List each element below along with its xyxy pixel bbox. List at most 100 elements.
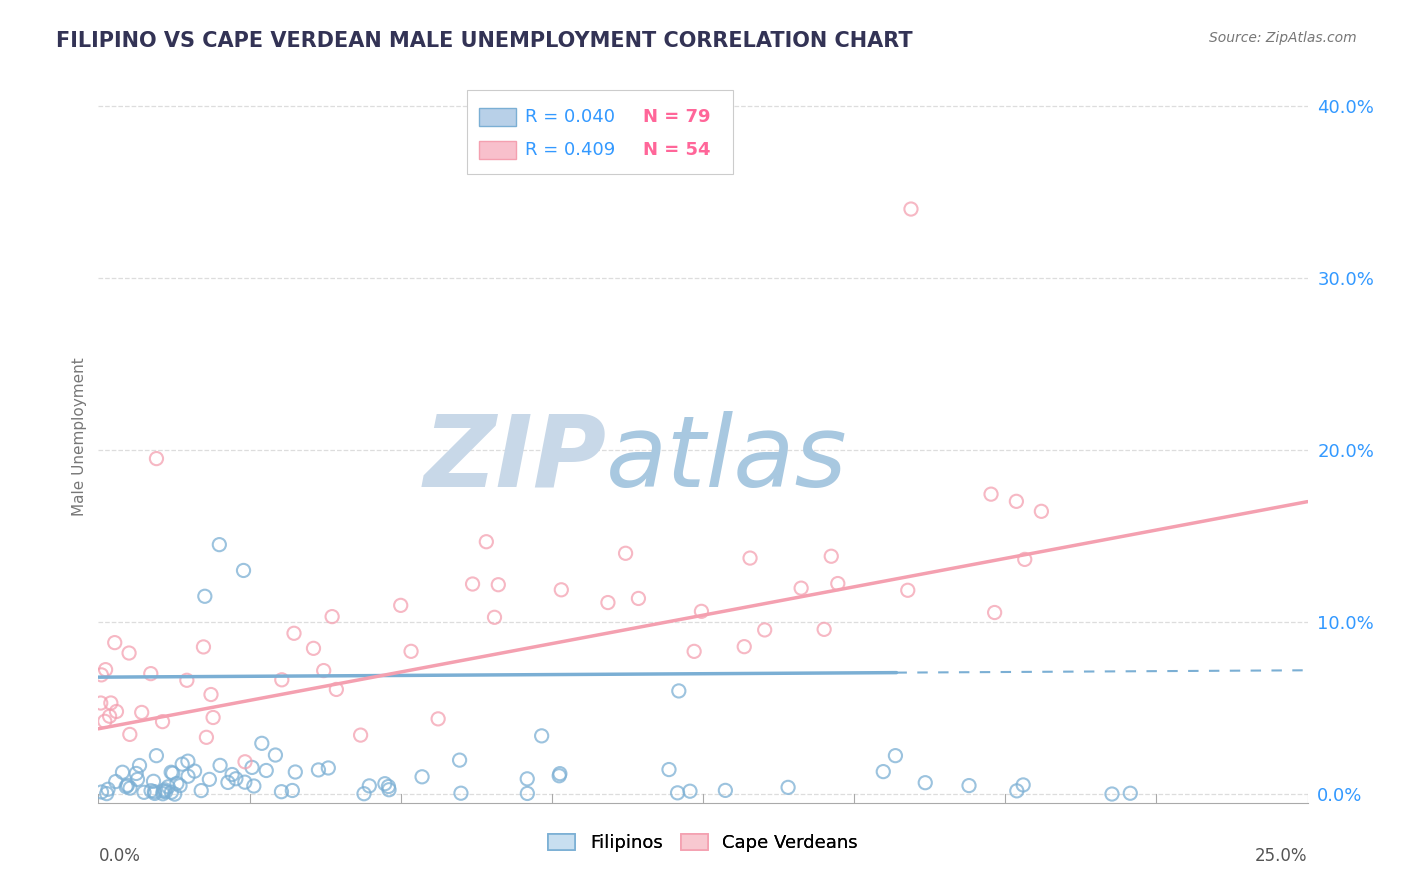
Point: [153, 782, 176, 797]
Text: N = 54: N = 54: [643, 141, 710, 159]
Point: [264, 747, 287, 762]
Point: [100, 696, 122, 710]
Point: [152, 787, 174, 801]
Point: [1031, 504, 1053, 518]
Point: [270, 785, 292, 799]
Point: [172, 757, 194, 772]
Point: [166, 776, 188, 790]
FancyBboxPatch shape: [479, 141, 516, 159]
Point: [283, 626, 305, 640]
Point: [128, 758, 150, 772]
Point: [90, 696, 112, 710]
Point: [143, 786, 166, 800]
Point: [900, 202, 922, 216]
Point: [530, 729, 553, 743]
Text: atlas: atlas: [606, 410, 848, 508]
Point: [284, 764, 307, 779]
Y-axis label: Male Unemployment: Male Unemployment: [72, 358, 87, 516]
Point: [983, 606, 1005, 620]
Point: [872, 764, 894, 779]
Point: [627, 591, 650, 606]
Point: [94, 663, 117, 677]
Point: [690, 604, 713, 618]
Point: [209, 758, 232, 772]
Point: [169, 779, 191, 793]
Point: [104, 635, 127, 649]
Point: [714, 783, 737, 797]
Point: [190, 783, 212, 797]
Point: [145, 451, 167, 466]
Point: [183, 764, 205, 778]
Point: [377, 780, 399, 794]
Text: ZIP: ZIP: [423, 410, 606, 508]
Point: [157, 780, 180, 794]
Point: [359, 779, 381, 793]
Point: [516, 787, 538, 801]
Point: [683, 644, 706, 658]
Point: [411, 770, 433, 784]
Point: [233, 755, 256, 769]
Point: [738, 551, 761, 566]
Point: [374, 777, 396, 791]
Text: Source: ZipAtlas.com: Source: ZipAtlas.com: [1209, 31, 1357, 45]
Point: [820, 549, 842, 564]
Point: [1014, 552, 1036, 566]
Point: [318, 761, 340, 775]
Point: [884, 748, 907, 763]
Point: [139, 666, 162, 681]
Point: [98, 709, 121, 723]
Point: [307, 763, 329, 777]
Point: [160, 785, 183, 799]
Point: [163, 787, 186, 801]
Point: [754, 623, 776, 637]
Point: [461, 577, 484, 591]
Point: [389, 599, 412, 613]
Point: [312, 664, 335, 678]
Point: [254, 764, 277, 778]
Point: [1101, 787, 1123, 801]
Point: [548, 766, 571, 780]
Point: [914, 775, 936, 789]
Point: [105, 705, 128, 719]
Point: [378, 782, 401, 797]
Point: [980, 487, 1002, 501]
Point: [162, 766, 184, 780]
Point: [198, 772, 221, 787]
Point: [325, 682, 347, 697]
Point: [145, 748, 167, 763]
Point: [94, 714, 117, 729]
Point: [139, 783, 162, 797]
Point: [120, 781, 142, 796]
Point: [202, 710, 225, 724]
Text: FILIPINO VS CAPE VERDEAN MALE UNEMPLOYMENT CORRELATION CHART: FILIPINO VS CAPE VERDEAN MALE UNEMPLOYME…: [56, 31, 912, 51]
Point: [131, 706, 153, 720]
Point: [302, 641, 325, 656]
Point: [200, 688, 222, 702]
Point: [957, 779, 980, 793]
Point: [778, 780, 800, 795]
FancyBboxPatch shape: [479, 108, 516, 127]
Point: [90, 785, 112, 799]
Point: [177, 769, 200, 783]
Point: [125, 766, 148, 780]
Point: [250, 736, 273, 750]
Point: [243, 779, 266, 793]
Point: [550, 582, 572, 597]
Point: [450, 786, 472, 800]
Point: [614, 546, 637, 560]
Point: [143, 784, 166, 798]
Point: [152, 784, 174, 798]
Point: [208, 538, 231, 552]
Point: [117, 778, 139, 792]
Point: [152, 714, 174, 729]
Point: [225, 772, 247, 786]
Point: [399, 644, 422, 658]
Text: N = 79: N = 79: [643, 108, 710, 126]
FancyBboxPatch shape: [467, 90, 734, 174]
Point: [195, 731, 218, 745]
Legend: Filipinos, Cape Verdeans: Filipinos, Cape Verdeans: [541, 827, 865, 860]
Point: [240, 760, 263, 774]
Point: [666, 786, 689, 800]
Point: [194, 589, 217, 603]
Point: [160, 765, 183, 780]
